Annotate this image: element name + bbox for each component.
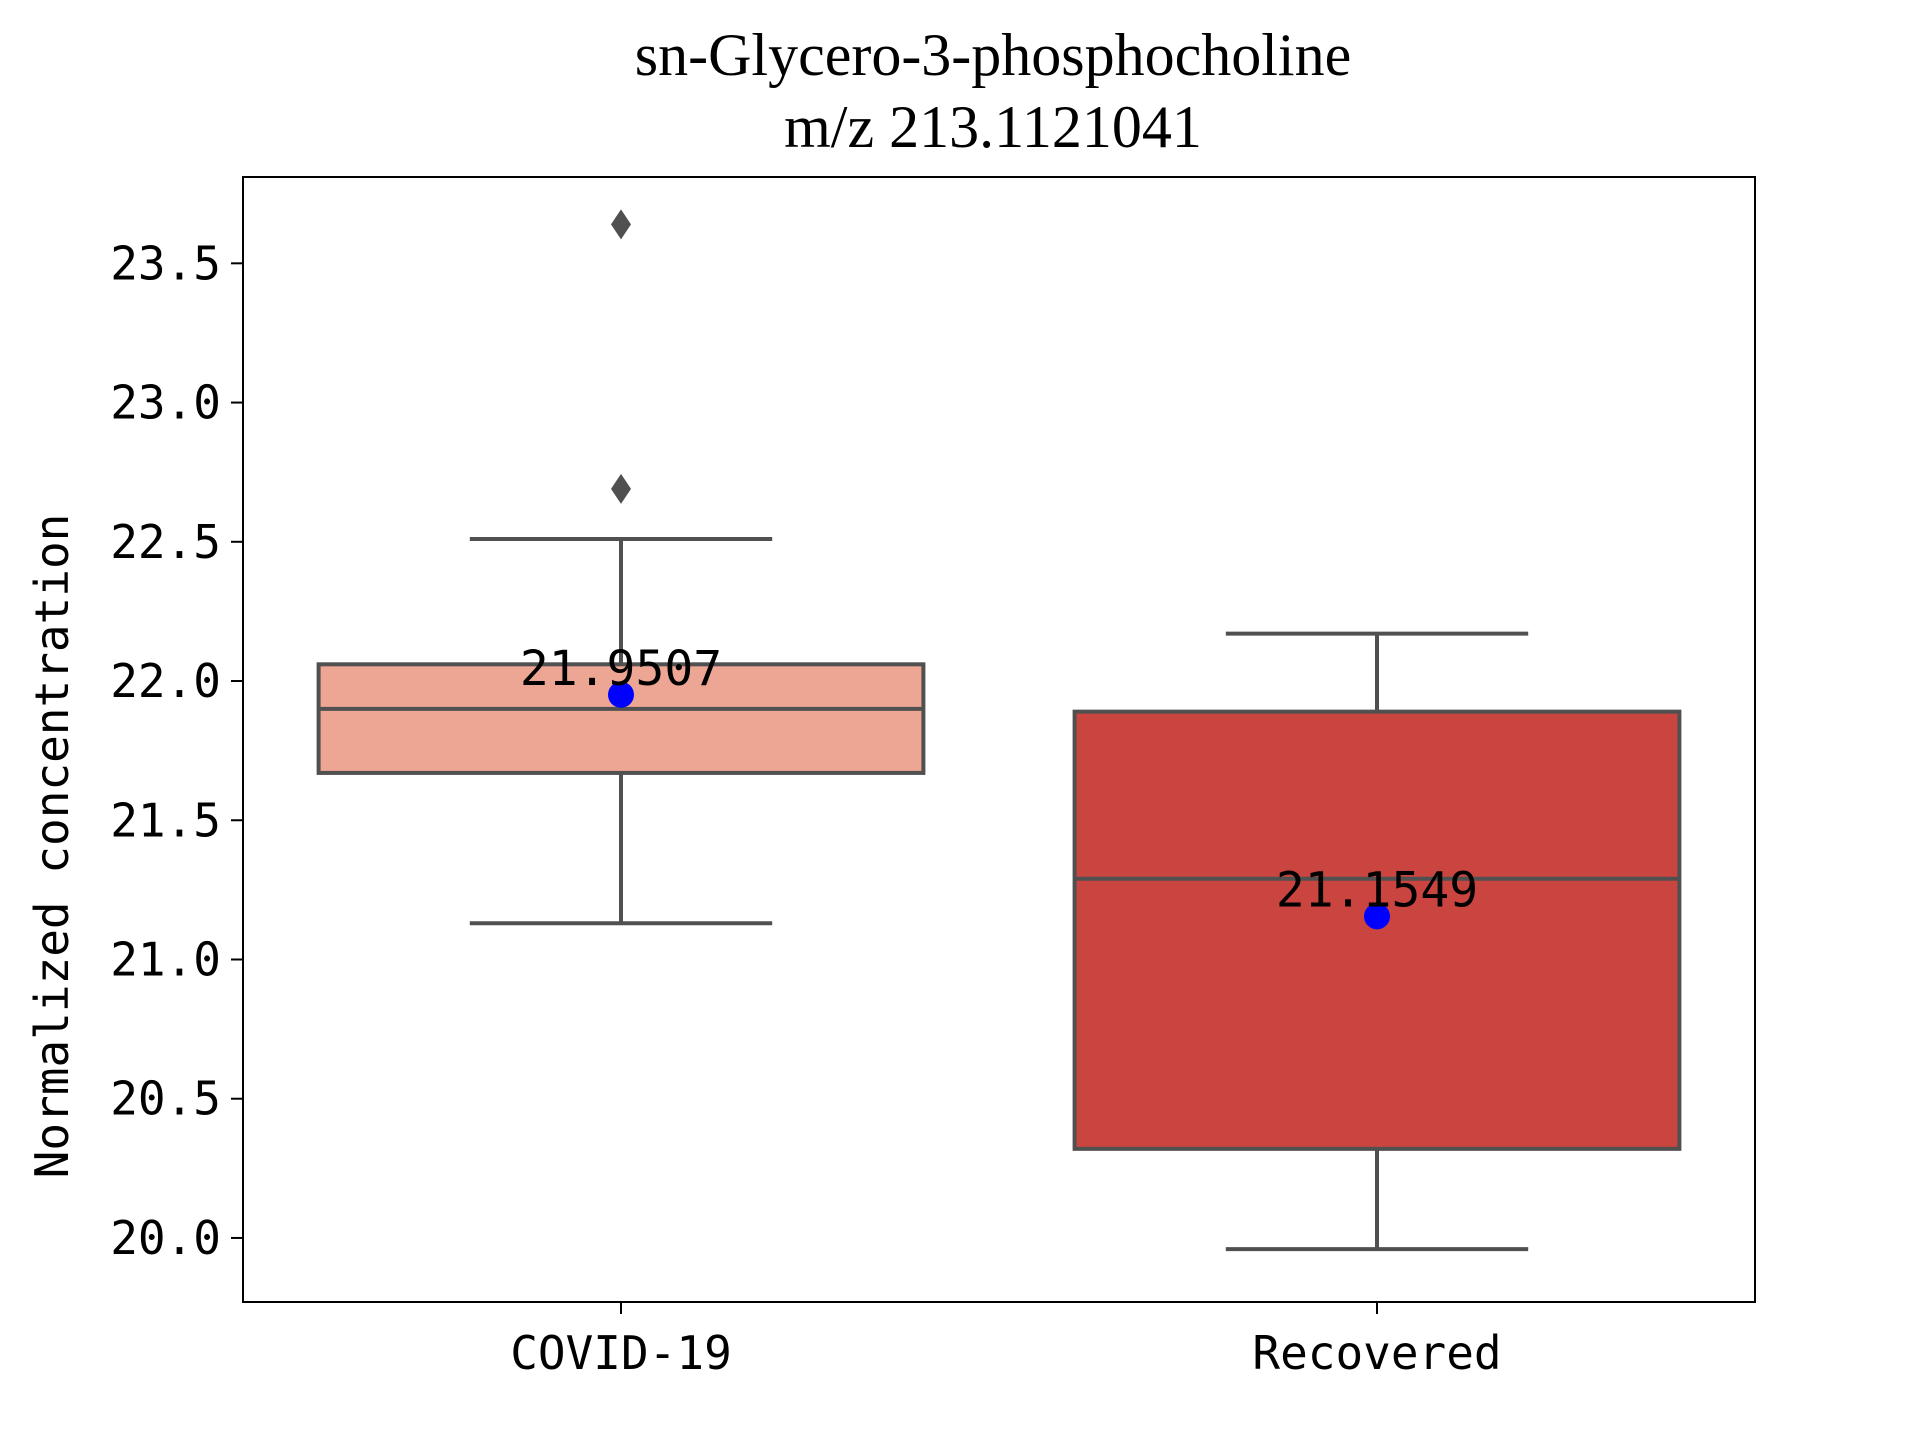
x-tick-label: Recovered xyxy=(1252,1326,1501,1380)
y-tick-label: 22.0 xyxy=(110,654,221,708)
x-tick-label: COVID-19 xyxy=(510,1326,732,1380)
y-tick-label: 20.5 xyxy=(110,1072,221,1126)
outlier-point xyxy=(611,473,631,504)
y-tick-label: 22.5 xyxy=(110,515,221,569)
chart-title: sn-Glycero-3-phosphocholine xyxy=(635,22,1351,88)
chart-subtitle: m/z 213.1121041 xyxy=(784,94,1202,160)
y-tick-label: 21.0 xyxy=(110,932,221,986)
iqr-box xyxy=(1072,709,1682,1151)
y-tick-label: 23.5 xyxy=(110,236,221,290)
mean-marker xyxy=(1364,903,1390,930)
plot-area: 20.0 20.5 21.0 21.5 22.0 22.5 23.0 23.5 21.9507 C… xyxy=(110,176,1756,1380)
mean-value-label: 21.1549 xyxy=(1276,862,1478,918)
y-axis-label: Normalized concentration xyxy=(25,514,79,1179)
y-tick-label: 20.0 xyxy=(110,1211,221,1265)
y-tick-label: 23.0 xyxy=(110,376,221,430)
mean-marker xyxy=(608,681,634,708)
outlier-point xyxy=(611,209,631,240)
mean-value-label: 21.9507 xyxy=(520,641,722,697)
axes-frame xyxy=(242,176,1756,1303)
y-tick-label: 21.5 xyxy=(110,793,221,847)
